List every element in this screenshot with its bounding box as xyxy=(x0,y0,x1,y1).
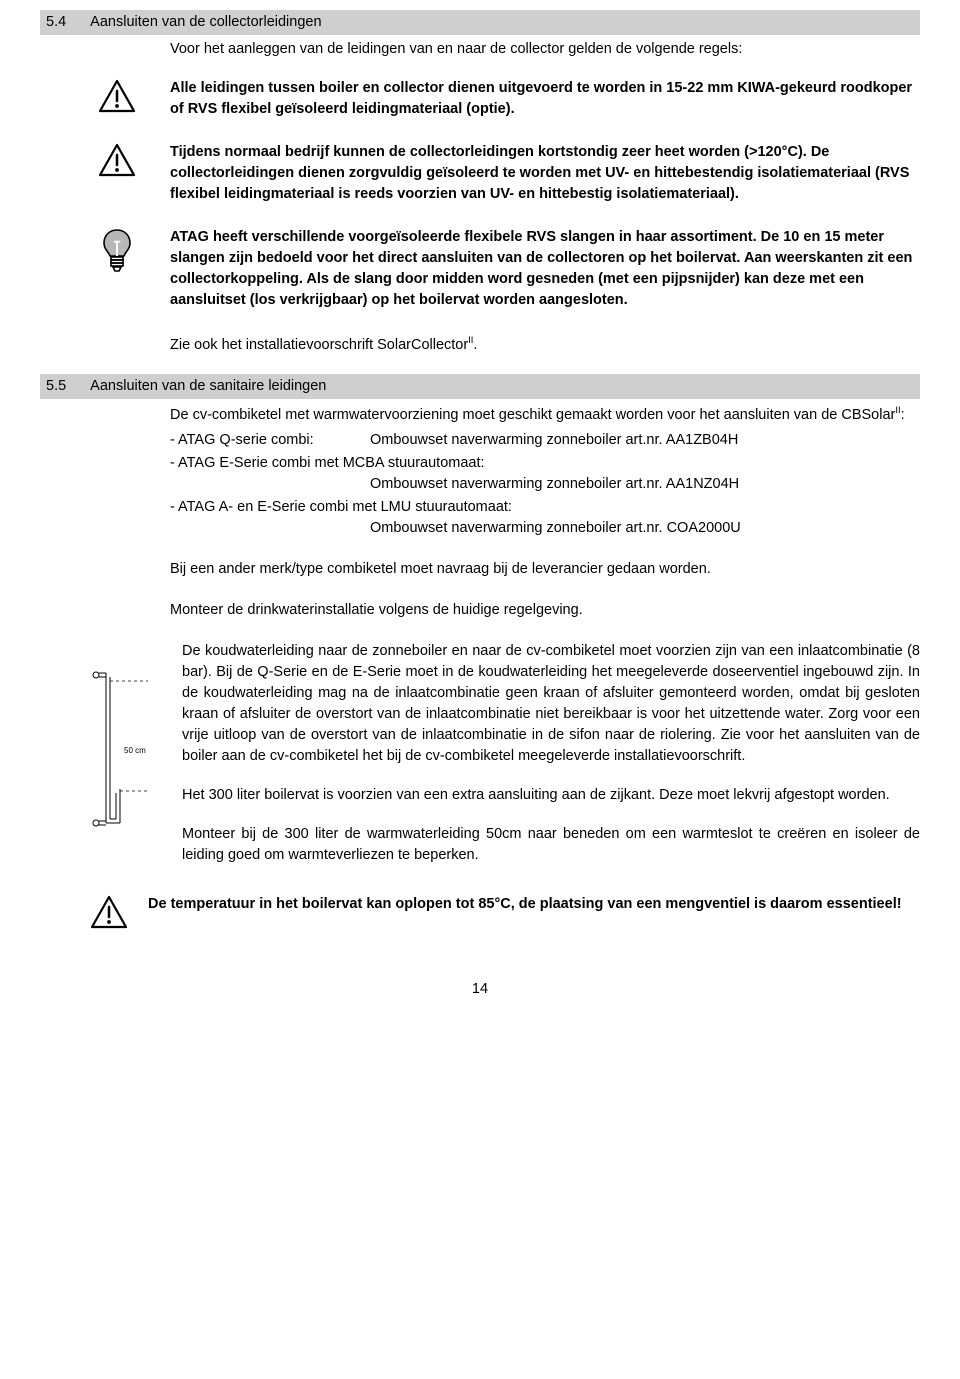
tip-block: ATAG heeft verschillende voorgeïsoleerde… xyxy=(88,227,920,311)
list-value: Ombouwset naverwarming zonneboiler art.n… xyxy=(370,430,738,451)
warning-block-2: Tijdens normaal bedrijf kunnen de collec… xyxy=(88,142,920,205)
section-number: 5.4 xyxy=(46,12,66,33)
svg-text:50 cm: 50 cm xyxy=(124,746,146,755)
list-item: - ATAG Q-serie combi: Ombouwset naverwar… xyxy=(170,430,920,451)
body1-post: : xyxy=(901,407,905,423)
reference-post: . xyxy=(473,337,477,353)
article-list: - ATAG Q-serie combi: Ombouwset naverwar… xyxy=(170,430,920,539)
warning-icon xyxy=(88,894,130,932)
section-intro: Voor het aanleggen van de leidingen van … xyxy=(170,39,920,60)
section-header-5-4: 5.4 Aansluiten van de collectorleidingen xyxy=(40,10,920,35)
body-block-6: Monteer bij de 300 liter de warmwaterlei… xyxy=(182,824,920,866)
tip-text: ATAG heeft verschillende voorgeïsoleerde… xyxy=(170,227,920,311)
list-value: Ombouwset naverwarming zonneboiler art.n… xyxy=(370,518,920,539)
list-item: - ATAG E-Serie combi met MCBA stuurautom… xyxy=(170,453,920,474)
body-block-5: Het 300 liter boilervat is voorzien van … xyxy=(182,785,920,806)
list-item: - ATAG A- en E-Serie combi met LMU stuur… xyxy=(170,497,920,518)
body-block-2: Bij een ander merk/type combiketel moet … xyxy=(170,559,920,580)
section-title: Aansluiten van de sanitaire leidingen xyxy=(90,376,326,397)
reference-pre: Zie ook het installatievoorschrift Solar… xyxy=(170,337,468,353)
body-block-1: De cv-combiketel met warmwatervoorzienin… xyxy=(170,403,920,426)
body-block-3: Monteer de drinkwaterinstallatie volgens… xyxy=(170,600,920,621)
section-number: 5.5 xyxy=(46,376,66,397)
section-title: Aansluiten van de collectorleidingen xyxy=(90,12,321,33)
list-label: - ATAG Q-serie combi: xyxy=(170,430,370,451)
body1-pre: De cv-combiketel met warmwatervoorzienin… xyxy=(170,407,895,423)
page-number: 14 xyxy=(40,979,920,1000)
lightbulb-icon xyxy=(100,227,134,275)
bottom-warning-text: De temperatuur in het boilervat kan oplo… xyxy=(148,894,920,915)
list-value: Ombouwset naverwarming zonneboiler art.n… xyxy=(370,474,920,495)
bottom-warning-block: De temperatuur in het boilervat kan oplo… xyxy=(88,894,920,939)
warning-text: Tijdens normaal bedrijf kunnen de collec… xyxy=(170,142,920,205)
body-block-4: De koudwaterleiding naar de zonneboiler … xyxy=(182,641,920,767)
warning-icon xyxy=(96,142,138,180)
reference-line: Zie ook het installatievoorschrift Solar… xyxy=(170,333,920,356)
warning-icon xyxy=(96,78,138,116)
warning-text: Alle leidingen tussen boiler en collecto… xyxy=(170,78,920,120)
plumbing-row: 50 cm De koudwaterleiding naar de zonneb… xyxy=(88,641,920,866)
warning-block-1: Alle leidingen tussen boiler en collecto… xyxy=(88,78,920,120)
plumbing-diagram-icon: 50 cm xyxy=(88,641,158,841)
section-header-5-5: 5.5 Aansluiten van de sanitaire leidinge… xyxy=(40,374,920,399)
